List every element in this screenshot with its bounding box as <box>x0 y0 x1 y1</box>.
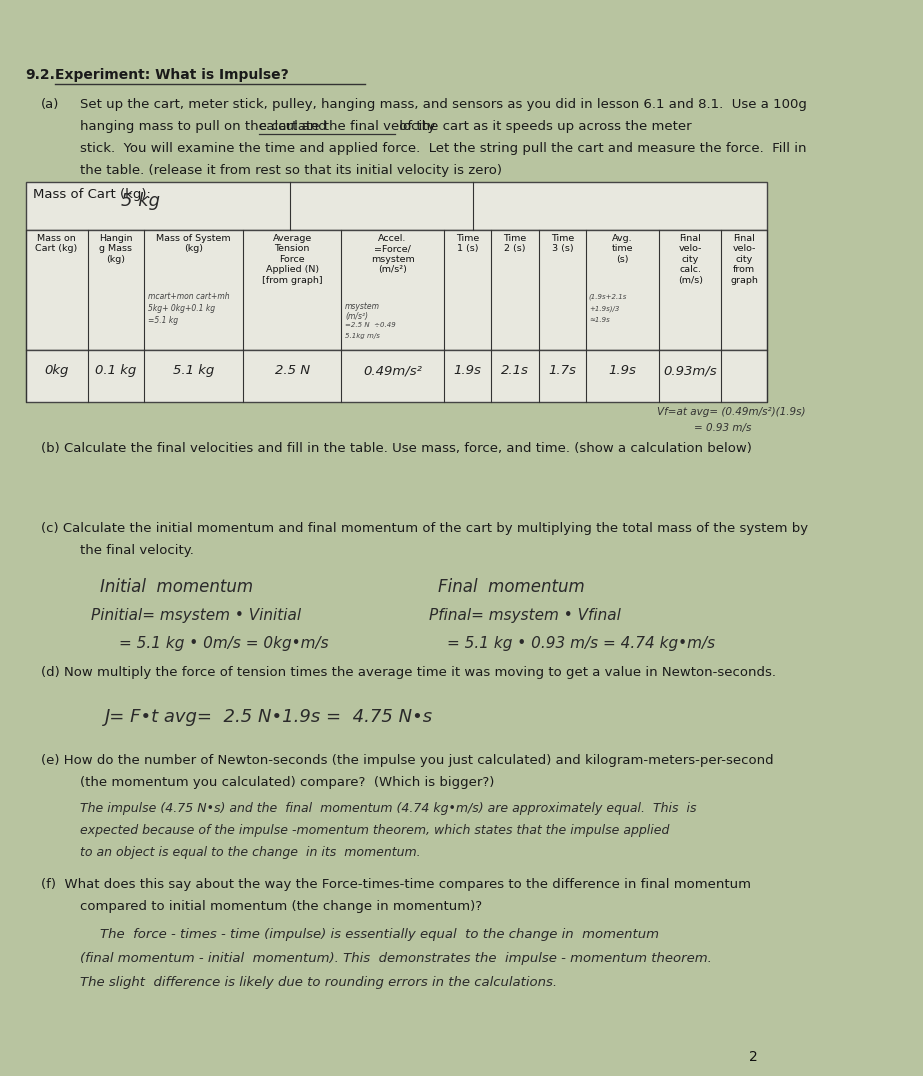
Text: Mass of System
(kg): Mass of System (kg) <box>156 233 231 254</box>
Text: 1.7s: 1.7s <box>548 364 576 377</box>
Text: = 0.93 m/s: = 0.93 m/s <box>694 423 751 433</box>
Text: (d) Now multiply the force of tension times the average time it was moving to ge: (d) Now multiply the force of tension ti… <box>42 666 776 679</box>
Text: 9.2.: 9.2. <box>26 68 55 82</box>
Text: expected because of the impulse -momentum theorem, which states that the impulse: expected because of the impulse -momentu… <box>80 824 670 837</box>
Text: Mass on
Cart (kg): Mass on Cart (kg) <box>35 233 78 254</box>
Text: Average
Tension
Force
Applied (N)
[from graph]: Average Tension Force Applied (N) [from … <box>262 233 322 284</box>
Text: 0.49m/s²: 0.49m/s² <box>363 364 422 377</box>
Text: the final velocity.: the final velocity. <box>80 544 194 557</box>
Text: Time
2 (s): Time 2 (s) <box>503 233 526 254</box>
Text: (the momentum you calculated) compare?  (Which is bigger?): (the momentum you calculated) compare? (… <box>80 776 495 789</box>
Text: 0.1 kg: 0.1 kg <box>95 364 137 377</box>
Text: = 5.1 kg • 0.93 m/s = 4.74 kg•m/s: = 5.1 kg • 0.93 m/s = 4.74 kg•m/s <box>448 636 715 651</box>
Bar <box>26 350 767 402</box>
Text: 1.9s: 1.9s <box>608 364 637 377</box>
Text: (e) How do the number of Newton-seconds (the impulse you just calculated) and ki: (e) How do the number of Newton-seconds … <box>42 754 773 767</box>
Text: The slight  difference is likely due to rounding errors in the calculations.: The slight difference is likely due to r… <box>80 976 557 989</box>
Text: (c) Calculate the initial momentum and final momentum of the cart by multiplying: (c) Calculate the initial momentum and f… <box>42 522 809 535</box>
Text: of the cart as it speeds up across the meter: of the cart as it speeds up across the m… <box>395 121 691 133</box>
Text: =5.1 kg: =5.1 kg <box>148 316 178 325</box>
Text: =2.5 N  ÷0.49: =2.5 N ÷0.49 <box>345 322 396 328</box>
Text: Accel.
=Force/
msystem
(m/s²): Accel. =Force/ msystem (m/s²) <box>371 233 414 274</box>
Text: Vf=at avg= (0.49m/s²)(1.9s): Vf=at avg= (0.49m/s²)(1.9s) <box>657 407 806 417</box>
Text: 5kg+ 0kg+0.1 kg: 5kg+ 0kg+0.1 kg <box>148 305 215 313</box>
Text: 0kg: 0kg <box>44 364 69 377</box>
Text: (final momentum - initial  momentum). This  demonstrates the  impulse - momentum: (final momentum - initial momentum). Thi… <box>80 952 713 965</box>
Text: 5.1 kg: 5.1 kg <box>173 364 214 377</box>
Text: calculate the final velocity: calculate the final velocity <box>259 121 436 133</box>
Text: (m/s²): (m/s²) <box>345 312 368 321</box>
Text: Set up the cart, meter stick, pulley, hanging mass, and sensors as you did in le: Set up the cart, meter stick, pulley, ha… <box>80 98 808 111</box>
Text: J= F•t avg=  2.5 N•1.9s =  4.75 N•s: J= F•t avg= 2.5 N•1.9s = 4.75 N•s <box>105 708 433 726</box>
Text: 2: 2 <box>749 1050 758 1064</box>
Bar <box>26 182 767 230</box>
Text: Final
velo-
city
calc.
(m/s): Final velo- city calc. (m/s) <box>677 233 702 284</box>
Text: 1.9s: 1.9s <box>453 364 482 377</box>
Text: (f)  What does this say about the way the Force-times-time compares to the diffe: (f) What does this say about the way the… <box>42 878 751 891</box>
Text: stick.  You will examine the time and applied force.  Let the string pull the ca: stick. You will examine the time and app… <box>80 142 807 155</box>
Text: Time
3 (s): Time 3 (s) <box>551 233 574 254</box>
Text: (a): (a) <box>42 98 59 111</box>
Text: 2.5 N: 2.5 N <box>274 364 310 377</box>
Text: The  force - times - time (impulse) is essentially equal  to the change in  mome: The force - times - time (impulse) is es… <box>101 928 659 942</box>
Text: Experiment: What is Impulse?: Experiment: What is Impulse? <box>54 68 289 82</box>
Text: to an object is equal to the change  in its  momentum.: to an object is equal to the change in i… <box>80 846 421 859</box>
Text: 5.1kg m/s: 5.1kg m/s <box>345 332 380 339</box>
Text: Final
velo-
city
from
graph: Final velo- city from graph <box>730 233 758 284</box>
Text: Hangin
g Mass
(kg): Hangin g Mass (kg) <box>99 233 133 264</box>
Text: Avg.
time
(s): Avg. time (s) <box>612 233 633 264</box>
Text: ≈1.9s: ≈1.9s <box>589 317 609 323</box>
Text: compared to initial momentum (the change in momentum)?: compared to initial momentum (the change… <box>80 900 483 914</box>
Text: hanging mass to pull on the cart and: hanging mass to pull on the cart and <box>80 121 331 133</box>
Text: = 5.1 kg • 0m/s = 0kg•m/s: = 5.1 kg • 0m/s = 0kg•m/s <box>119 636 329 651</box>
Text: The impulse (4.75 N•s) and the  final  momentum (4.74 kg•m/s) are approximately : The impulse (4.75 N•s) and the final mom… <box>80 802 697 815</box>
Text: (b) Calculate the final velocities and fill in the table. Use mass, force, and t: (b) Calculate the final velocities and f… <box>42 442 752 455</box>
Text: 5 kg: 5 kg <box>122 192 161 210</box>
Text: 2.1s: 2.1s <box>501 364 529 377</box>
Text: Pfinal= msystem • Vfinal: Pfinal= msystem • Vfinal <box>429 608 621 623</box>
Text: the table. (release it from rest so that its initial velocity is zero): the table. (release it from rest so that… <box>80 164 502 176</box>
Text: 0.93m/s: 0.93m/s <box>664 364 717 377</box>
Text: Time
1 (s): Time 1 (s) <box>456 233 479 254</box>
Text: (1.9s+2.1s: (1.9s+2.1s <box>589 293 628 299</box>
Text: Final  momentum: Final momentum <box>438 578 585 596</box>
Text: Initial  momentum: Initial momentum <box>101 578 254 596</box>
Text: mcart+mon cart+mh: mcart+mon cart+mh <box>148 292 230 301</box>
Text: +1.9s)/3: +1.9s)/3 <box>589 305 619 311</box>
Text: Pinitial= msystem • Vinitial: Pinitial= msystem • Vinitial <box>91 608 302 623</box>
Text: msystem: msystem <box>345 302 380 311</box>
Bar <box>26 230 767 350</box>
Text: Mass of Cart (kg):: Mass of Cart (kg): <box>33 188 150 201</box>
